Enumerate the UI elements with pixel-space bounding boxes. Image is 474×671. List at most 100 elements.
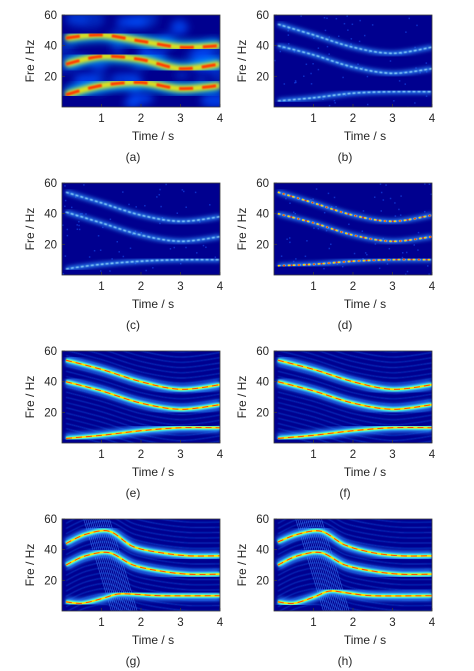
x-tick-label: 1 xyxy=(310,113,316,125)
noise-speck xyxy=(304,255,307,258)
x-tick-label: 2 xyxy=(138,449,144,461)
noise-speck xyxy=(85,213,87,215)
noise-speck xyxy=(371,24,374,26)
component-ridge xyxy=(277,23,432,54)
streak xyxy=(65,546,220,570)
streak xyxy=(333,351,432,363)
noise-speck xyxy=(323,267,325,270)
x-tick-label: 2 xyxy=(138,281,144,293)
noise-speck xyxy=(169,248,172,250)
noise-speck xyxy=(382,237,384,240)
y-axis-label: Fre / Hz xyxy=(23,40,37,83)
streak xyxy=(66,314,220,342)
x-axis-label: Time / s xyxy=(132,129,174,143)
noise-speck xyxy=(326,45,329,48)
noise-speck xyxy=(348,223,350,226)
streak xyxy=(134,519,220,528)
component-2 xyxy=(275,547,432,579)
noise-speck xyxy=(394,202,396,204)
noise-speck xyxy=(393,100,395,102)
y-tick-label: 20 xyxy=(44,575,57,587)
noise-speck xyxy=(135,206,137,208)
noise-speck xyxy=(181,189,184,191)
streak xyxy=(65,557,220,581)
panels: 20 40 60 1 2 3 4 Time / s Fre / Hz (a) 20 40 60 1 2 3 4 T… xyxy=(23,10,436,668)
panel-a: 20 40 60 1 2 3 4 Time / s Fre / Hz (a) xyxy=(23,10,224,164)
x-tick-label: 4 xyxy=(429,281,436,293)
noise-speck xyxy=(99,249,102,251)
noise-speck xyxy=(342,76,344,79)
noise-speck xyxy=(317,68,320,71)
noise-speck xyxy=(66,228,69,231)
panel-label: (e) xyxy=(126,486,141,500)
streak xyxy=(277,376,432,405)
noise-speck xyxy=(66,234,69,237)
noise-speck xyxy=(194,191,197,194)
noise-speck xyxy=(361,230,364,232)
x-tick-label: 4 xyxy=(217,281,224,293)
streak xyxy=(65,593,153,611)
spectrogram-plot xyxy=(274,183,432,275)
background-streaks xyxy=(65,314,220,443)
noise-speck xyxy=(428,183,431,185)
y-axis-label: Fre / Hz xyxy=(235,376,249,419)
noise-speck xyxy=(328,36,331,38)
y-tick-label: 60 xyxy=(44,346,57,358)
panel-h: 20 40 60 1 2 3 4 Time / s Fre / Hz (h) xyxy=(235,514,436,668)
component-peak xyxy=(277,427,432,439)
x-tick-label: 2 xyxy=(350,281,356,293)
noise-speck xyxy=(425,71,428,73)
component-ridge xyxy=(277,45,432,74)
noise-speck xyxy=(196,252,198,254)
x-tick-label: 1 xyxy=(310,449,316,461)
x-tick-label: 1 xyxy=(98,281,104,293)
noise-speck xyxy=(327,192,330,195)
noise-speck xyxy=(382,199,385,201)
x-tick-label: 3 xyxy=(389,113,395,125)
noise-speck xyxy=(406,270,409,273)
noise-speck xyxy=(325,229,328,232)
noise-speck xyxy=(140,231,142,234)
transient-line xyxy=(87,519,116,611)
noise-speck xyxy=(425,95,428,97)
noise-speck xyxy=(404,273,407,275)
x-axis-label: Time / s xyxy=(132,297,174,311)
streak xyxy=(278,319,432,347)
spectrogram-plot xyxy=(62,15,220,107)
streak xyxy=(65,541,220,565)
panel-label: (d) xyxy=(338,318,353,332)
energy-blob xyxy=(170,19,189,35)
noise-speck xyxy=(160,205,162,208)
noise-speck xyxy=(312,198,314,200)
noise-speck xyxy=(380,191,383,194)
noise-speck xyxy=(274,59,276,62)
x-axis-label: Time / s xyxy=(344,465,386,479)
y-tick-label: 60 xyxy=(44,178,57,190)
streak xyxy=(369,519,432,523)
x-axis-label: Time / s xyxy=(344,129,386,143)
component-peak xyxy=(65,427,220,439)
component-ridge xyxy=(65,258,220,270)
noise-speck xyxy=(310,83,313,85)
component-1 xyxy=(63,526,220,561)
component-3 xyxy=(277,89,432,103)
noise-speck xyxy=(289,202,291,205)
x-tick-label: 4 xyxy=(429,449,436,461)
streak xyxy=(277,370,432,400)
noise-speck xyxy=(179,262,182,265)
component-1 xyxy=(64,355,220,394)
streak xyxy=(351,351,432,358)
y-tick-label: 40 xyxy=(256,209,269,221)
noise-speck xyxy=(287,34,290,36)
y-tick-label: 20 xyxy=(44,239,57,251)
noise-speck xyxy=(292,260,295,263)
noise-speck xyxy=(128,203,130,206)
noise-speck xyxy=(64,199,67,202)
noise-speck xyxy=(353,252,356,255)
y-tick-label: 40 xyxy=(44,377,57,389)
y-tick-label: 40 xyxy=(44,545,57,557)
noise-speck xyxy=(78,220,80,223)
noise-speck xyxy=(328,104,331,107)
streak xyxy=(277,546,432,570)
energy-blob xyxy=(115,15,148,29)
